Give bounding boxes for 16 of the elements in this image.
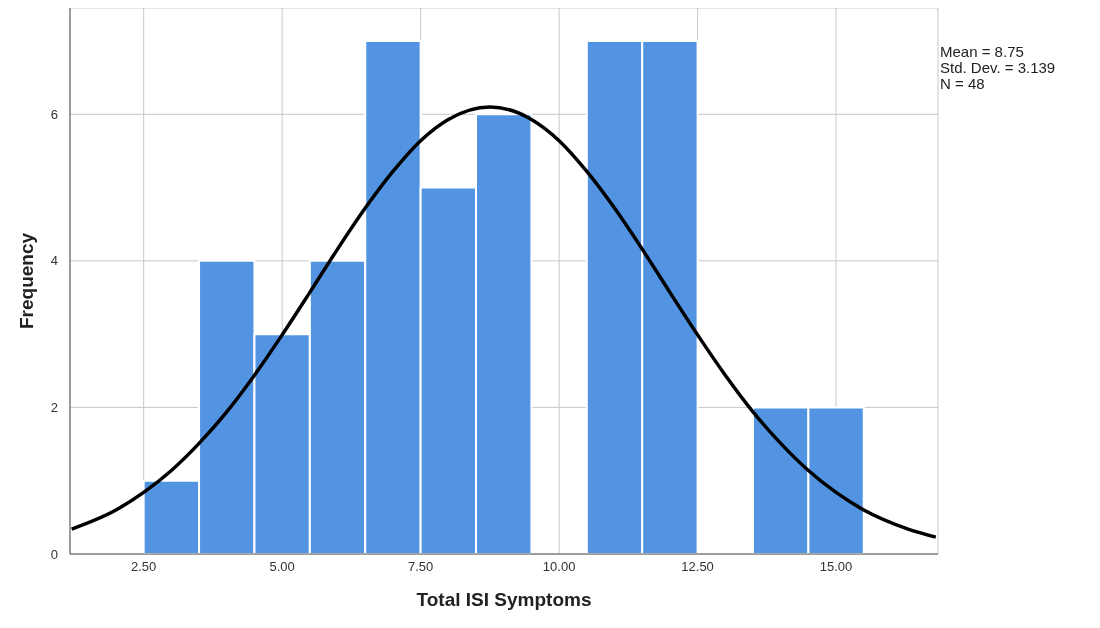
y-axis-title: Frequency [15,232,37,330]
x-axis-title: Total ISI Symptoms [416,589,592,610]
x-tick-label: 2.50 [131,559,157,575]
x-tick-label: 5.00 [269,559,295,575]
y-tick-label: 6 [50,106,58,122]
x-tick-label: 7.50 [407,559,434,575]
x-tick-label: 12.50 [681,559,714,575]
text: Std. Dev. = 3.139 [940,59,1056,76]
x-tick-label: 10.00 [542,559,576,575]
text: Mean = 8.75 [940,43,1025,60]
line-series [70,105,938,539]
y-tick-label: 0 [50,546,58,562]
y-tick-label: 4 [50,253,58,269]
text: N = 48 [940,75,986,92]
y-tick-label: 2 [50,399,58,415]
x-tick-label: 15.00 [819,559,853,575]
